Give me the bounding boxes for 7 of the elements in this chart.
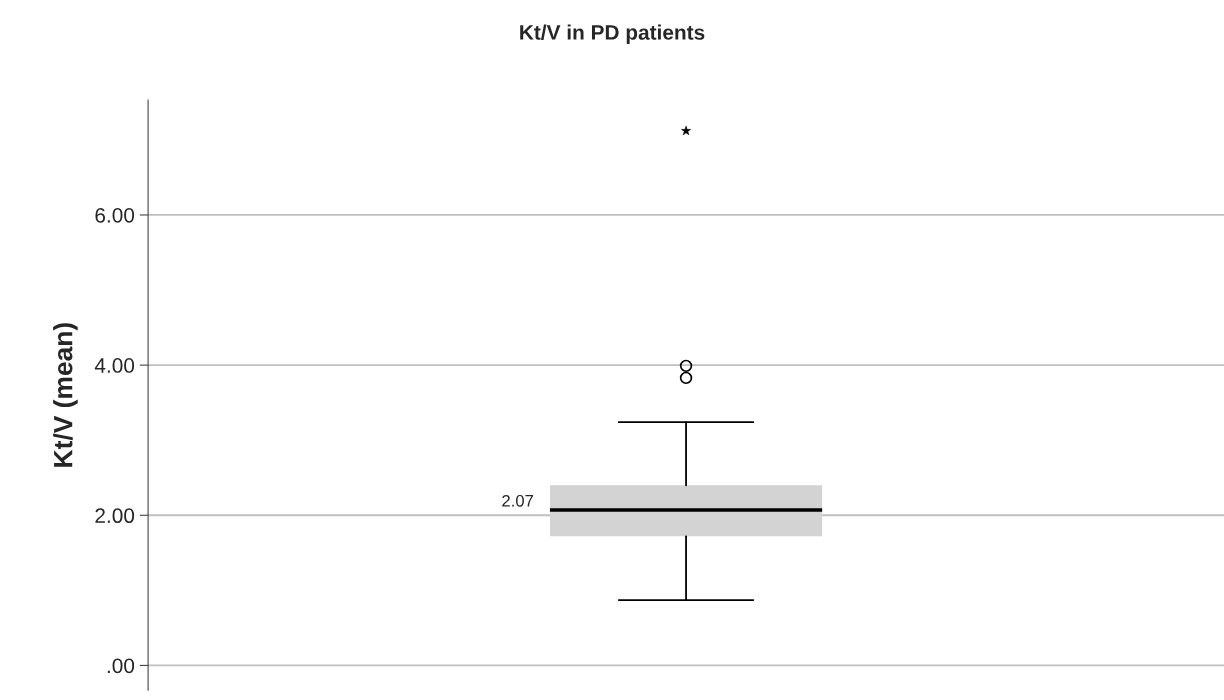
annotation: 2.07 [502, 494, 534, 507]
y-axis-title: Kt/V (mean) [53, 323, 78, 467]
y-tick-label: .00 [107, 658, 135, 674]
chart-title: Kt/V in PD patients [520, 24, 705, 44]
y-tick-label: 4.00 [94, 358, 135, 373]
y-tick-label: 6.00 [95, 207, 135, 223]
y-tick-label: 2.00 [95, 508, 135, 524]
